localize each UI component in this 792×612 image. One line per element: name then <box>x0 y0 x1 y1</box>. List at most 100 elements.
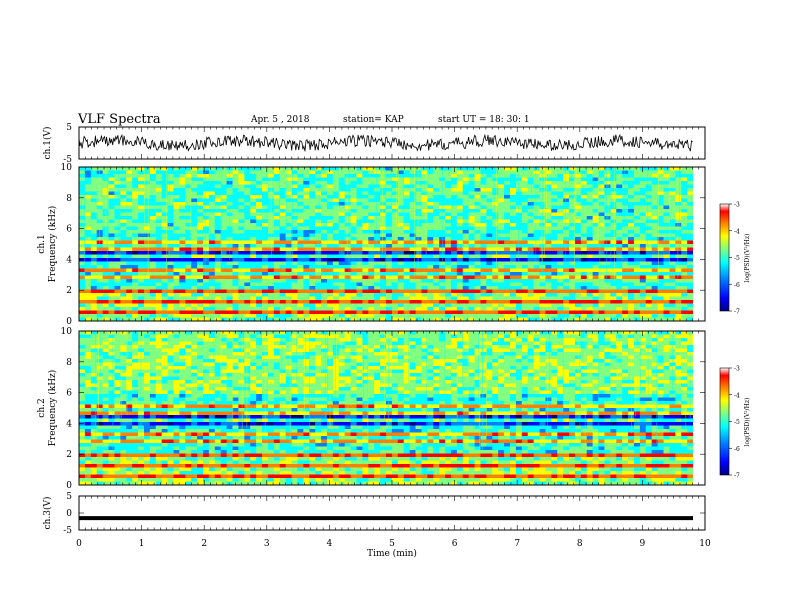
spectrogram-cell <box>616 258 623 262</box>
spectrogram-cell <box>574 334 582 339</box>
spectrogram-cell <box>504 300 511 304</box>
spectrogram-cell <box>580 307 588 311</box>
spectrogram-cell <box>238 244 245 248</box>
spectrogram-cell <box>480 212 487 217</box>
spectrogram-cell <box>681 293 688 297</box>
spectrogram-cell <box>362 338 369 342</box>
spectrogram-cell <box>616 310 623 315</box>
spectrogram-cell <box>645 338 653 342</box>
spectrogram-cell <box>368 170 375 175</box>
spectrogram-cell <box>604 289 611 294</box>
spectrogram-cell <box>386 170 393 175</box>
spectrogram-cell <box>232 202 239 206</box>
spectrogram-cell <box>143 202 151 206</box>
spectrogram-cell <box>368 226 375 231</box>
spectrogram-cell <box>120 331 127 335</box>
spectrogram-cell <box>84 184 92 189</box>
spectrogram-cell <box>515 331 523 335</box>
spectrogram-cell <box>108 209 115 213</box>
spectrogram-cell <box>456 191 464 196</box>
spectrogram-cell <box>315 258 322 262</box>
spectrogram-cell <box>533 181 540 185</box>
spectrogram-cell <box>509 310 517 315</box>
spectrogram-cell <box>580 230 588 234</box>
spectrogram-cell <box>143 177 151 182</box>
spectrogram-cell <box>598 272 605 276</box>
spectrogram-cell <box>84 282 92 287</box>
spectrogram-cell <box>545 240 552 245</box>
spectrogram-cell <box>521 286 529 290</box>
spectrogram-cell <box>102 237 109 241</box>
spectrogram-cell <box>244 254 251 259</box>
spectrogram-cell <box>509 279 517 283</box>
spectrogram-cell <box>427 202 434 206</box>
spectrogram-cell <box>675 244 682 248</box>
spectrogram-cell <box>456 181 464 185</box>
spectrogram-cell <box>279 174 287 178</box>
spectrogram-cell <box>197 181 204 185</box>
spectrogram-cell <box>267 275 275 280</box>
spectrogram-cell <box>155 167 163 171</box>
spectrogram-cell <box>409 198 416 203</box>
spectrogram-cell <box>675 177 682 182</box>
spectrogram-cell <box>143 195 151 199</box>
spectrogram-cell <box>687 314 694 318</box>
spectrogram-cell <box>321 226 328 231</box>
spectrogram-cell <box>167 177 174 182</box>
spectrogram-cell <box>574 282 582 287</box>
spectrogram-cell <box>574 286 582 290</box>
spectrogram-cell <box>533 293 540 297</box>
spectrogram-cell <box>149 338 157 342</box>
spectrogram-cell <box>515 289 523 294</box>
spectrogram-cell <box>132 188 139 192</box>
spectrogram-cell <box>256 205 263 210</box>
spectrogram-cell <box>409 230 416 234</box>
spectrogram-cell <box>338 195 346 199</box>
spectrogram-cell <box>315 334 322 339</box>
spectrogram-cell <box>403 310 411 315</box>
spectrogram-cell <box>480 286 487 290</box>
spectrogram-cell <box>191 188 198 192</box>
spectrogram-cell <box>563 219 570 224</box>
spectrogram-cell <box>96 317 104 322</box>
spectrogram-cell <box>628 216 635 220</box>
spectrogram-cell <box>155 219 163 224</box>
spectrogram-cell <box>143 240 151 245</box>
spectrogram-cell <box>202 279 210 283</box>
spectrogram-cell <box>456 303 464 308</box>
spectrogram-cell <box>545 258 552 262</box>
spectrogram-cell <box>303 209 310 213</box>
spectrogram-cell <box>344 198 351 203</box>
spectrogram-cell <box>675 223 682 227</box>
spectrogram-cell <box>492 223 499 227</box>
spectrogram-cell <box>179 177 186 182</box>
spectrogram-cell <box>509 268 517 273</box>
spectrogram-cell <box>645 181 653 185</box>
spectrogram-cell <box>291 275 298 280</box>
spectrogram-cell <box>386 279 393 283</box>
spectrogram-cell <box>669 254 676 259</box>
spectrogram-cell <box>126 188 133 192</box>
spectrogram-cell <box>79 205 86 210</box>
spectrogram-cell <box>191 293 198 297</box>
spectrogram-cell <box>580 202 588 206</box>
spectrogram-cell <box>220 205 227 210</box>
spectrogram-cell <box>267 170 275 175</box>
spectrogram-cell <box>586 317 594 322</box>
spectrogram-cell <box>185 219 192 224</box>
spectrogram-cell <box>380 226 387 231</box>
spectrogram-cell <box>350 188 357 192</box>
spectrogram-cell <box>492 334 499 339</box>
spectrogram-cell <box>397 219 405 224</box>
spectrogram-cell <box>604 293 611 297</box>
spectrogram-cell <box>663 307 670 311</box>
spectrogram-cell <box>338 184 346 189</box>
spectrogram-cell <box>338 293 346 297</box>
spectrogram-cell <box>208 233 216 238</box>
spectrogram-cell <box>155 205 163 210</box>
spectrogram-cell <box>279 251 287 255</box>
spectrogram-cell <box>681 244 688 248</box>
spectrogram-cell <box>303 170 310 175</box>
spectrogram-cell <box>586 170 594 175</box>
spectrogram-cell <box>79 230 86 234</box>
